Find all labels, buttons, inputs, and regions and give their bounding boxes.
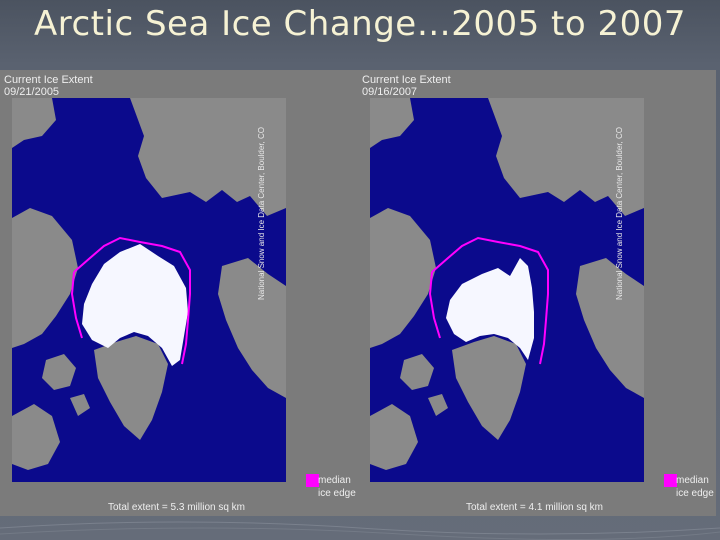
map-header: Current Ice Extent 09/21/2005 bbox=[4, 74, 93, 98]
total-extent-label: Total extent = bbox=[466, 502, 526, 513]
land-greenland bbox=[452, 336, 526, 440]
sea-ice-2005 bbox=[82, 244, 188, 366]
median-ice-edge-2007 bbox=[428, 236, 549, 365]
total-extent-value: 5.3 million sq km bbox=[170, 502, 246, 513]
median-ice-edge-2005 bbox=[70, 236, 191, 365]
data-credit: National Snow and Ice Data Center, Bould… bbox=[257, 127, 266, 300]
legend-line-1: median bbox=[318, 475, 351, 486]
arctic-ice-map-2005 bbox=[12, 98, 286, 482]
median-ice-edge-swatch bbox=[306, 474, 319, 487]
slide-title: Arctic Sea Ice Change…2005 to 2007 bbox=[33, 4, 687, 44]
land-left bbox=[370, 208, 436, 348]
land-left bbox=[12, 208, 78, 348]
map-panel-2007: Current Ice Extent 09/16/2007 National S… bbox=[358, 70, 716, 516]
land-greenland bbox=[94, 336, 168, 440]
land-lower-left bbox=[12, 404, 60, 470]
land-right bbox=[218, 258, 286, 398]
map-header: Current Ice Extent 09/16/2007 bbox=[362, 74, 451, 98]
land-islands bbox=[42, 354, 90, 416]
slide-decoration bbox=[0, 521, 720, 540]
total-extent-label: Total extent = bbox=[108, 502, 168, 513]
arctic-ice-map-2007 bbox=[370, 98, 644, 482]
map-heading: Current Ice Extent bbox=[362, 74, 451, 86]
map-date: 09/21/2005 bbox=[4, 86, 60, 98]
land-right bbox=[576, 258, 644, 398]
land-upper-left bbox=[370, 98, 414, 148]
legend-line-2: ice edge bbox=[676, 488, 714, 499]
land-upper-left bbox=[12, 98, 56, 148]
map-date: 09/16/2007 bbox=[362, 86, 418, 98]
land-north bbox=[488, 98, 644, 216]
land-islands bbox=[400, 354, 448, 416]
median-ice-edge-swatch bbox=[664, 474, 677, 487]
land-lower-left bbox=[370, 404, 418, 470]
legend-line-1: median bbox=[676, 475, 709, 486]
total-extent: Total extent = 4.1 million sq km bbox=[466, 502, 603, 513]
sea-ice-2007 bbox=[446, 258, 534, 360]
data-credit: National Snow and Ice Data Center, Bould… bbox=[615, 127, 624, 300]
map-panel-2005: Current Ice Extent 09/21/2005 National S… bbox=[0, 70, 358, 516]
legend-line-2: ice edge bbox=[318, 488, 356, 499]
total-extent: Total extent = 5.3 million sq km bbox=[108, 502, 245, 513]
total-extent-value: 4.1 million sq km bbox=[528, 502, 604, 513]
land-north bbox=[130, 98, 286, 216]
legend-label: median ice edge bbox=[318, 474, 356, 500]
map-heading: Current Ice Extent bbox=[4, 74, 93, 86]
legend-label: median ice edge bbox=[676, 474, 714, 500]
